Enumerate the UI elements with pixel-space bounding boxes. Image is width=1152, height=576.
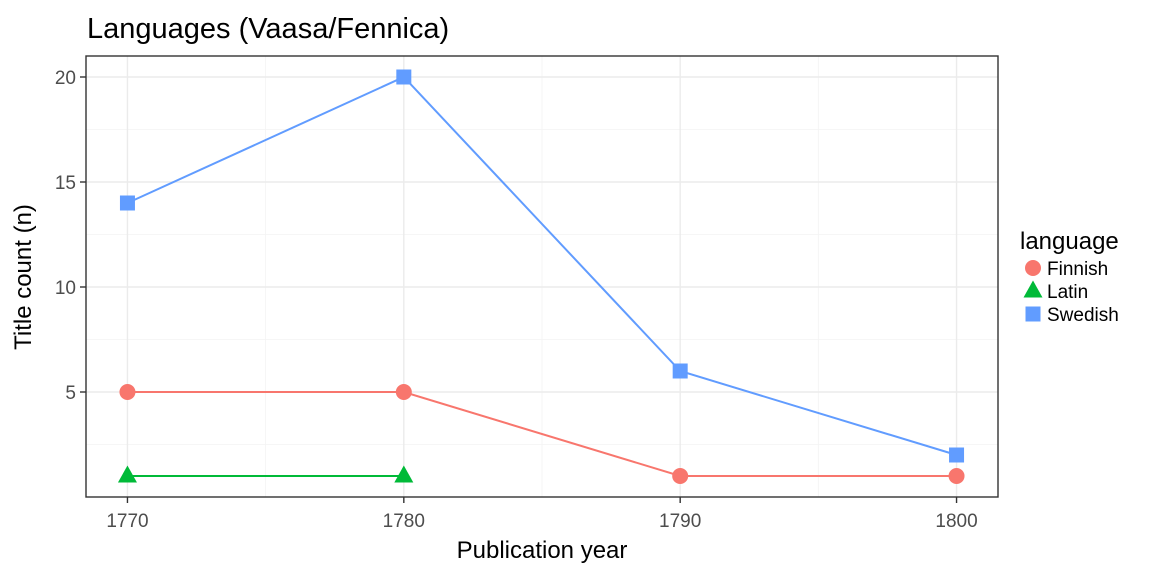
- y-axis-title: Title count (n): [10, 204, 37, 350]
- y-tick-label: 5: [65, 383, 76, 404]
- legend-title: language: [1020, 228, 1119, 255]
- grid: [86, 56, 998, 497]
- x-axis-title: Publication year: [457, 537, 628, 564]
- series-lines: [127, 75, 957, 477]
- data-point-swedish: [119, 195, 135, 211]
- x-tick-label: 1800: [935, 511, 977, 532]
- data-point-latin: [117, 465, 137, 483]
- x-tick-label: 1780: [383, 511, 425, 532]
- x-tick-label: 1770: [106, 511, 148, 532]
- legend-item-finnish: Finnish: [1025, 259, 1108, 280]
- series-points: [117, 69, 965, 484]
- data-point-finnish: [119, 384, 136, 400]
- y-tick-label: 10: [55, 278, 76, 299]
- x-tick-label: 1790: [659, 511, 701, 532]
- legend-key-swedish: [1025, 306, 1041, 322]
- legend-item-swedish: Swedish: [1025, 305, 1119, 326]
- data-point-swedish: [949, 447, 965, 463]
- data-point-swedish: [672, 363, 688, 379]
- data-point-latin: [394, 465, 414, 483]
- legend-label-latin: Latin: [1047, 282, 1088, 303]
- series-line-swedish: [127, 75, 957, 456]
- y-tick-label: 20: [55, 68, 76, 89]
- y-tick-label: 15: [55, 173, 76, 194]
- legend-key-latin: [1023, 280, 1043, 298]
- data-point-finnish: [672, 468, 689, 484]
- data-point-swedish: [396, 69, 412, 85]
- data-point-finnish: [395, 384, 412, 400]
- axis-ticks: 1770 1780 1790 1800 5 10 15 20: [55, 68, 978, 532]
- plot-panel: [85, 55, 999, 498]
- legend-label-finnish: Finnish: [1047, 259, 1108, 280]
- legend-label-swedish: Swedish: [1047, 305, 1119, 326]
- legend-item-latin: Latin: [1023, 280, 1088, 303]
- legend-key-finnish: [1025, 260, 1041, 276]
- data-point-finnish: [948, 468, 965, 484]
- series-line-finnish: [127, 391, 957, 477]
- chart-title: Languages (Vaasa/Fennica): [87, 13, 449, 45]
